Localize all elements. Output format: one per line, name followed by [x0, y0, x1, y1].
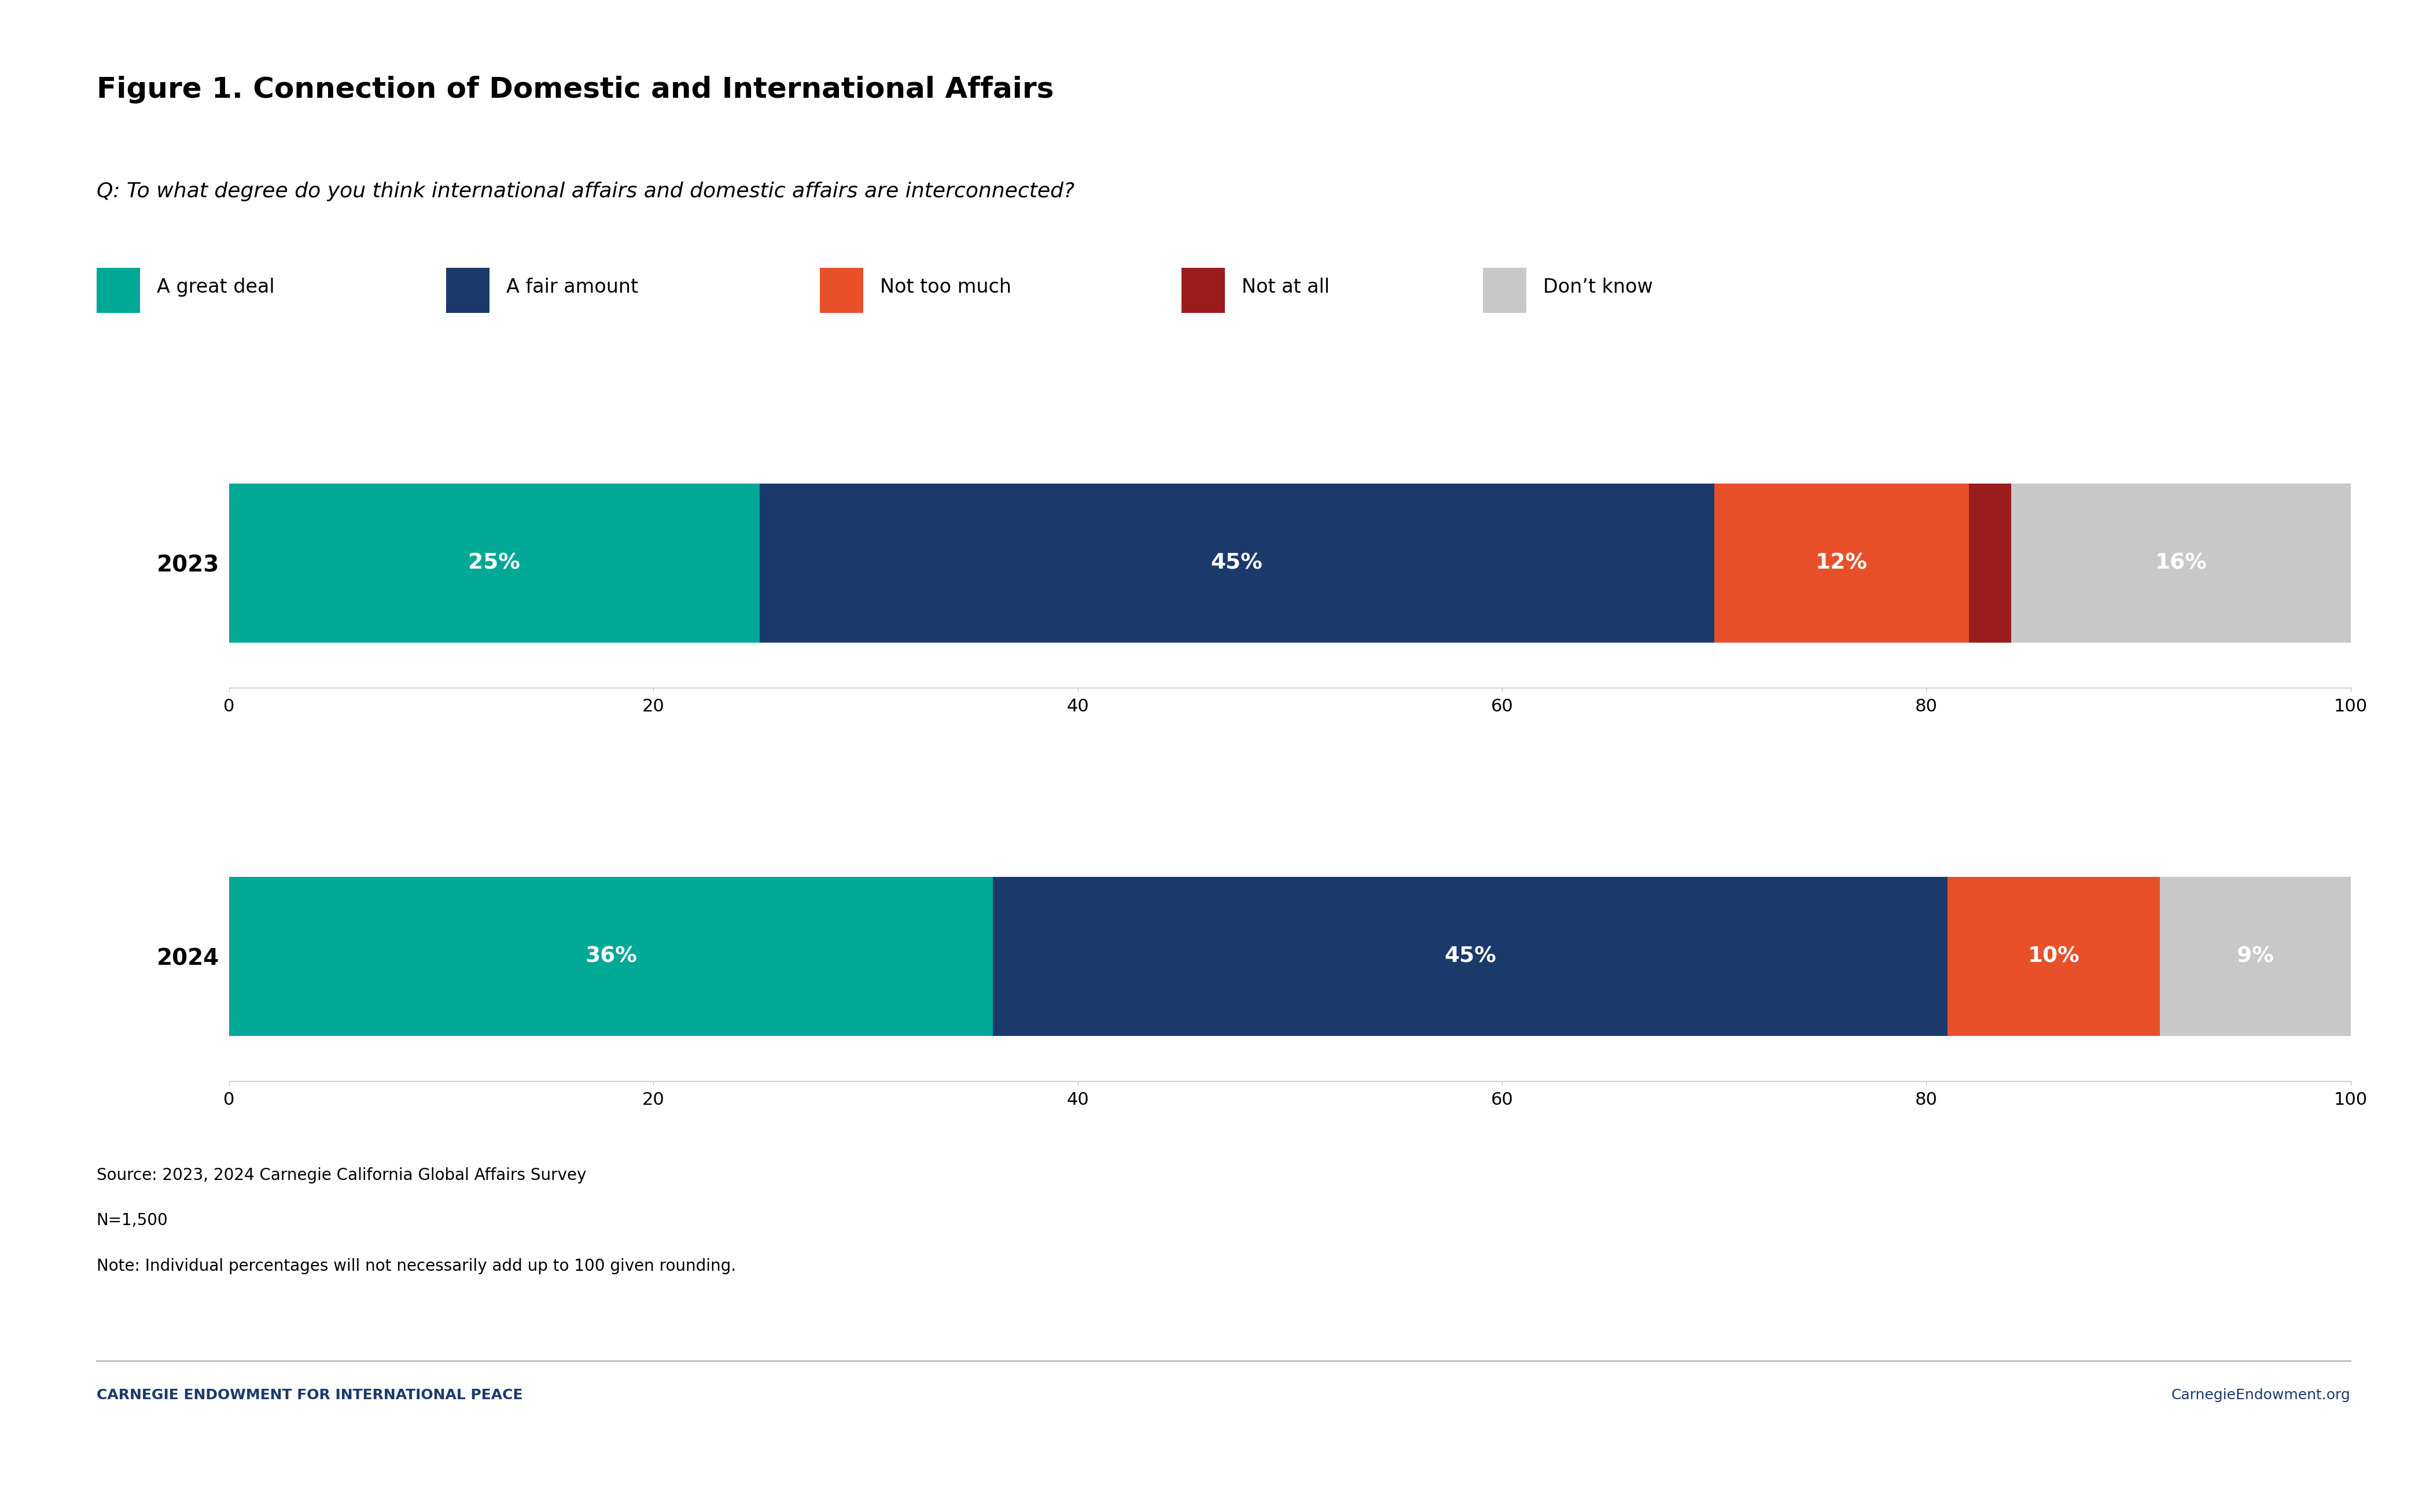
Text: Not at all: Not at all [1242, 278, 1328, 296]
Bar [1970, 484, 2011, 643]
Text: CARNEGIE ENDOWMENT FOR INTERNATIONAL PEACE: CARNEGIE ENDOWMENT FOR INTERNATIONAL PEA… [96, 1388, 523, 1402]
Text: CarnegieEndowment.org: CarnegieEndowment.org [2172, 1388, 2351, 1402]
Text: 36%: 36% [586, 947, 637, 966]
Bar [1714, 484, 1970, 643]
Text: Source: 2023, 2024 Carnegie California Global Affairs Survey: Source: 2023, 2024 Carnegie California G… [96, 1167, 586, 1184]
Text: 9%: 9% [2237, 947, 2274, 966]
Text: Figure 1. Connection of Domestic and International Affairs: Figure 1. Connection of Domestic and Int… [96, 76, 1054, 103]
Text: N=1,500: N=1,500 [96, 1213, 169, 1229]
Text: 25%: 25% [468, 553, 521, 573]
Text: Not too much: Not too much [880, 278, 1010, 296]
Bar [229, 484, 759, 643]
Bar [229, 877, 993, 1036]
Text: A fair amount: A fair amount [506, 278, 639, 296]
Text: 10%: 10% [2028, 947, 2081, 966]
Text: 12%: 12% [1815, 553, 1869, 573]
Text: 16%: 16% [2155, 553, 2206, 573]
Text: 45%: 45% [1210, 553, 1263, 573]
Bar [759, 484, 1714, 643]
Bar [2011, 484, 2351, 643]
Text: Don’t know: Don’t know [1543, 278, 1654, 296]
Bar [993, 877, 1948, 1036]
Bar [2160, 877, 2351, 1036]
Text: 45%: 45% [1444, 947, 1497, 966]
Text: Note: Individual percentages will not necessarily add up to 100 given rounding.: Note: Individual percentages will not ne… [96, 1258, 735, 1275]
Bar [1948, 877, 2160, 1036]
Text: A great deal: A great deal [157, 278, 275, 296]
Text: Q: To what degree do you think international affairs and domestic affairs are in: Q: To what degree do you think internati… [96, 181, 1075, 201]
